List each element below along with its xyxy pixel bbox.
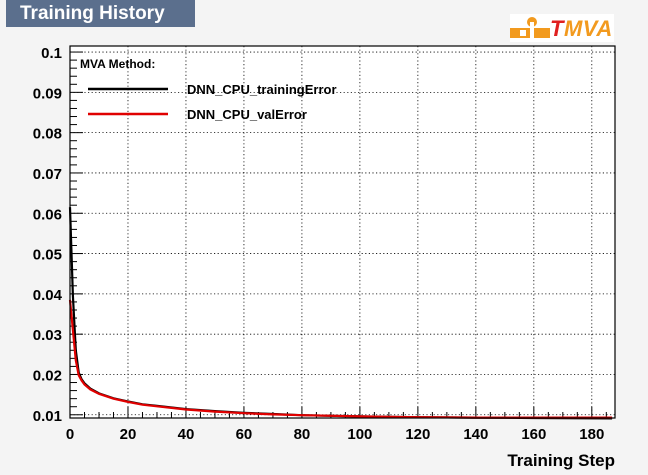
x-tick-label: 20 — [120, 426, 137, 443]
tmva-logo: TMVA — [510, 14, 614, 42]
legend-header: MVA Method: — [80, 57, 155, 71]
x-tick-label: 40 — [178, 426, 195, 443]
x-tick-label: 120 — [405, 426, 430, 443]
y-tick-label: 0.03 — [33, 327, 62, 344]
legend-label: DNN_CPU_valError — [187, 107, 307, 122]
chart-title: Training History — [6, 0, 195, 27]
y-tick-label: 0.06 — [33, 206, 62, 223]
x-tick-label: 180 — [579, 426, 604, 443]
y-tick-label: 0.1 — [41, 45, 62, 62]
x-tick-label: 80 — [294, 426, 311, 443]
y-tick-label: 0.01 — [33, 408, 62, 425]
y-tick-label: 0.07 — [33, 166, 62, 183]
tmva-logo-text: TMVA — [550, 16, 613, 41]
y-tick-label: 0.05 — [33, 247, 62, 264]
x-tick-label: 60 — [236, 426, 253, 443]
plot-area — [70, 46, 615, 418]
y-tick-label: 0.04 — [33, 287, 63, 304]
tmva-logo-icon — [510, 17, 550, 38]
x-axis-title: Training Step — [507, 451, 615, 470]
x-tick-label: 100 — [347, 426, 372, 443]
legend-label: DNN_CPU_trainingError — [187, 82, 337, 97]
y-tick-label: 0.08 — [33, 126, 62, 143]
y-tick-label: 0.09 — [33, 85, 62, 102]
x-tick-label: 160 — [521, 426, 546, 443]
x-tick-label: 0 — [66, 426, 74, 443]
x-tick-label: 140 — [463, 426, 488, 443]
y-tick-label: 0.02 — [33, 367, 62, 384]
series-line-val-error — [68, 299, 613, 419]
plot-frame — [69, 45, 616, 419]
